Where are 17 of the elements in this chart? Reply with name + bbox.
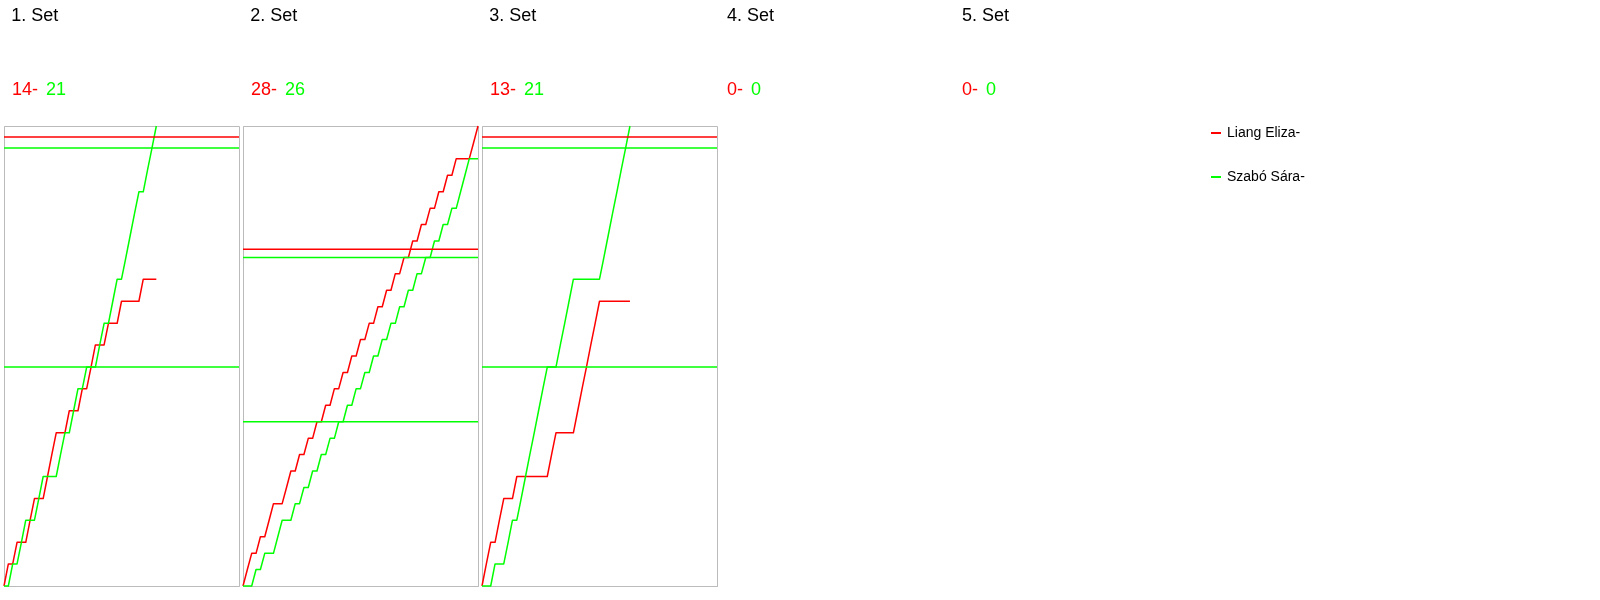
text: 13-: [490, 79, 517, 99]
text: 26: [285, 79, 306, 99]
text: 5. Set: [962, 5, 1010, 25]
legend-label: Szabó Sára-: [1227, 168, 1306, 184]
text: 0-: [727, 79, 744, 99]
chart-title: 3. Set: [489, 5, 537, 25]
text: 0: [751, 79, 762, 99]
text: 4. Set: [727, 5, 775, 25]
chart-title: 2. Set: [250, 5, 298, 25]
chart-title: 1. Set: [11, 5, 59, 25]
text: 28-: [251, 79, 278, 99]
text: 21: [524, 79, 545, 99]
text: 0-: [962, 79, 979, 99]
text: 21: [46, 79, 67, 99]
legend-label: Liang Eliza-: [1227, 124, 1301, 140]
text: 14-: [12, 79, 39, 99]
text: 0: [986, 79, 997, 99]
